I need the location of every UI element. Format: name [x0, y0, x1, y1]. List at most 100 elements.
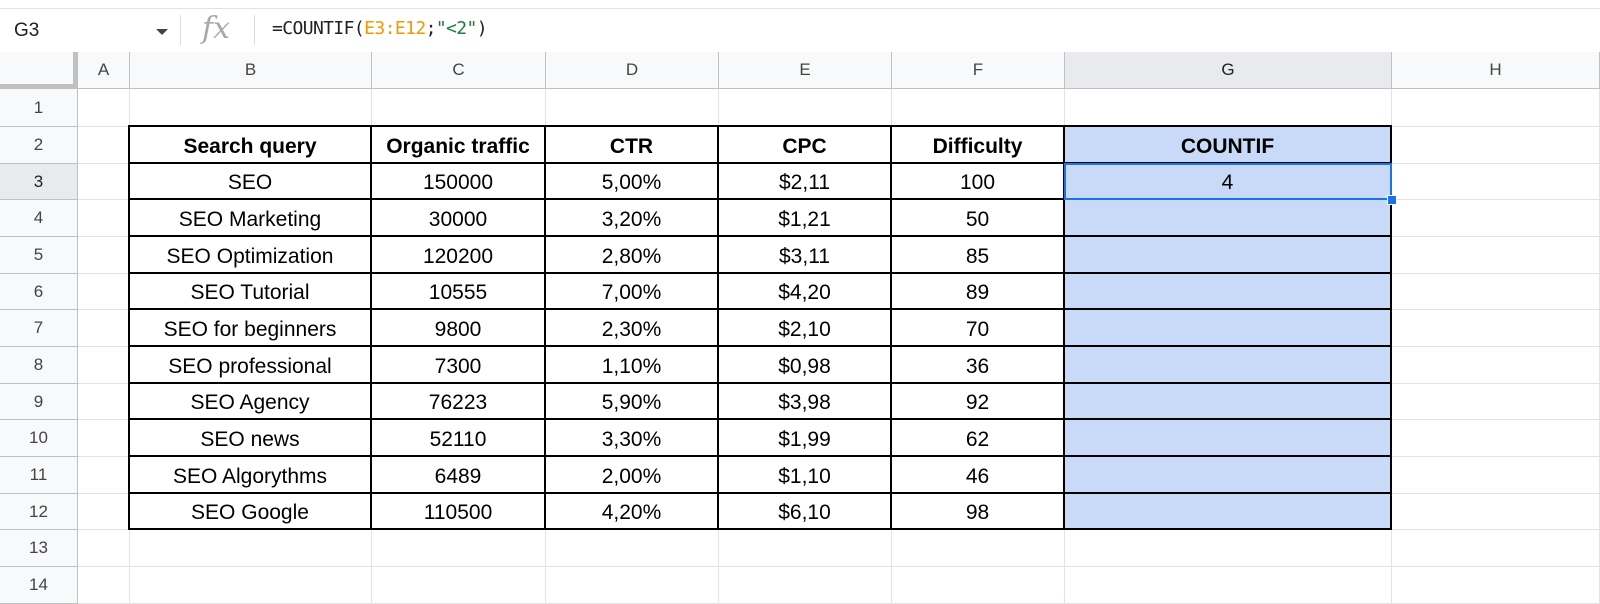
- table-cell[interactable]: 3,30%: [546, 420, 719, 457]
- table-cell[interactable]: 89: [892, 274, 1065, 310]
- column-header-b[interactable]: B: [130, 52, 372, 89]
- table-cell[interactable]: SEO: [130, 164, 372, 200]
- table-cell[interactable]: 7,00%: [546, 274, 719, 310]
- table-cell[interactable]: 50: [892, 200, 1065, 237]
- table-cell[interactable]: $4,20: [719, 274, 892, 310]
- table-cell[interactable]: [1065, 237, 1392, 274]
- table-cell[interactable]: SEO Marketing: [130, 200, 372, 237]
- formula-separator: ;: [425, 18, 437, 39]
- column-header-g[interactable]: G: [1065, 52, 1392, 89]
- table-cell[interactable]: 2,80%: [546, 237, 719, 274]
- table-cell[interactable]: SEO Algorythms: [130, 457, 372, 494]
- table-cell[interactable]: 70: [892, 310, 1065, 347]
- table-cell[interactable]: SEO for beginners: [130, 310, 372, 347]
- table-header-cell[interactable]: Difficulty: [892, 127, 1065, 164]
- table-cell[interactable]: 2,00%: [546, 457, 719, 494]
- chevron-down-icon[interactable]: [156, 29, 168, 35]
- table-header-cell[interactable]: CTR: [546, 127, 719, 164]
- table-cell[interactable]: $3,11: [719, 237, 892, 274]
- table-header-cell[interactable]: Organic traffic: [372, 127, 546, 164]
- table-cell[interactable]: [1065, 384, 1392, 420]
- table-cell[interactable]: 7300: [372, 347, 546, 384]
- table-cell[interactable]: 2,30%: [546, 310, 719, 347]
- row-header-10[interactable]: 10: [0, 420, 78, 457]
- table-cell[interactable]: [1065, 420, 1392, 457]
- table-header-cell[interactable]: Search query: [130, 127, 372, 164]
- table-cell[interactable]: [1065, 457, 1392, 494]
- gridline: [78, 566, 1600, 567]
- divider: [180, 15, 181, 45]
- row-header-1[interactable]: 1: [0, 89, 78, 127]
- row-header-9[interactable]: 9: [0, 384, 78, 420]
- table-cell[interactable]: 10555: [372, 274, 546, 310]
- column-header-a[interactable]: A: [78, 52, 130, 89]
- formula-criteria: "<2": [435, 18, 478, 39]
- table-cell[interactable]: 98: [892, 494, 1065, 530]
- table-header-cell[interactable]: COUNTIF: [1065, 127, 1392, 164]
- row-header-7[interactable]: 7: [0, 310, 78, 347]
- table-cell[interactable]: 150000: [372, 164, 546, 200]
- column-header-c[interactable]: C: [372, 52, 546, 89]
- fill-handle[interactable]: [1387, 195, 1397, 205]
- column-header-h[interactable]: H: [1392, 52, 1600, 89]
- table-cell[interactable]: 100: [892, 164, 1065, 200]
- row-header-11[interactable]: 11: [0, 457, 78, 494]
- table-cell[interactable]: $1,99: [719, 420, 892, 457]
- table-cell[interactable]: 3,20%: [546, 200, 719, 237]
- row-header-5[interactable]: 5: [0, 237, 78, 274]
- table-cell[interactable]: 5,90%: [546, 384, 719, 420]
- table-cell[interactable]: SEO Tutorial: [130, 274, 372, 310]
- table-cell[interactable]: SEO news: [130, 420, 372, 457]
- column-header-d[interactable]: D: [546, 52, 719, 89]
- table-cell[interactable]: 92: [892, 384, 1065, 420]
- table-header-cell[interactable]: CPC: [719, 127, 892, 164]
- table-cell[interactable]: 6489: [372, 457, 546, 494]
- select-all-corner[interactable]: [0, 52, 78, 89]
- table-cell[interactable]: [1065, 200, 1392, 237]
- table-cell[interactable]: 1,10%: [546, 347, 719, 384]
- table-cell[interactable]: 9800: [372, 310, 546, 347]
- table-cell[interactable]: 62: [892, 420, 1065, 457]
- table-cell[interactable]: 30000: [372, 200, 546, 237]
- table-cell[interactable]: 120200: [372, 237, 546, 274]
- column-header-f[interactable]: F: [892, 52, 1065, 89]
- table-cell[interactable]: $3,98: [719, 384, 892, 420]
- table-cell[interactable]: $0,98: [719, 347, 892, 384]
- table-cell[interactable]: SEO Agency: [130, 384, 372, 420]
- table-cell[interactable]: $1,21: [719, 200, 892, 237]
- column-header-e[interactable]: E: [719, 52, 892, 89]
- table-cell[interactable]: 4: [1065, 164, 1392, 200]
- table-cell[interactable]: 46: [892, 457, 1065, 494]
- table-cell[interactable]: $6,10: [719, 494, 892, 530]
- table-cell[interactable]: [1065, 310, 1392, 347]
- table-cell[interactable]: 76223: [372, 384, 546, 420]
- table-cell[interactable]: [1065, 274, 1392, 310]
- table-cell[interactable]: SEO Google: [130, 494, 372, 530]
- table-cell[interactable]: 36: [892, 347, 1065, 384]
- fx-icon: fx: [202, 11, 231, 46]
- table-cell[interactable]: 5,00%: [546, 164, 719, 200]
- table-cell[interactable]: 110500: [372, 494, 546, 530]
- table-cell[interactable]: [1065, 494, 1392, 530]
- row-header-3[interactable]: 3: [0, 164, 78, 200]
- row-header-8[interactable]: 8: [0, 347, 78, 384]
- table-cell[interactable]: SEO professional: [130, 347, 372, 384]
- table-cell[interactable]: 85: [892, 237, 1065, 274]
- table-cell[interactable]: $2,10: [719, 310, 892, 347]
- table-cell[interactable]: 4,20%: [546, 494, 719, 530]
- table-cell[interactable]: $1,10: [719, 457, 892, 494]
- formula-range: E3:E12: [364, 18, 426, 39]
- name-box[interactable]: G3: [0, 9, 178, 52]
- row-header-4[interactable]: 4: [0, 200, 78, 237]
- table-cell[interactable]: 52110: [372, 420, 546, 457]
- table-cell[interactable]: SEO Optimization: [130, 237, 372, 274]
- row-header-6[interactable]: 6: [0, 274, 78, 310]
- row-header-12[interactable]: 12: [0, 494, 78, 530]
- formula-input[interactable]: =COUNTIF(E3:E12;"<2"): [272, 18, 488, 39]
- table-cell[interactable]: $2,11: [719, 164, 892, 200]
- table-border: [128, 125, 130, 530]
- row-header-2[interactable]: 2: [0, 127, 78, 164]
- table-cell[interactable]: [1065, 347, 1392, 384]
- row-header-14[interactable]: 14: [0, 567, 78, 604]
- row-header-13[interactable]: 13: [0, 530, 78, 567]
